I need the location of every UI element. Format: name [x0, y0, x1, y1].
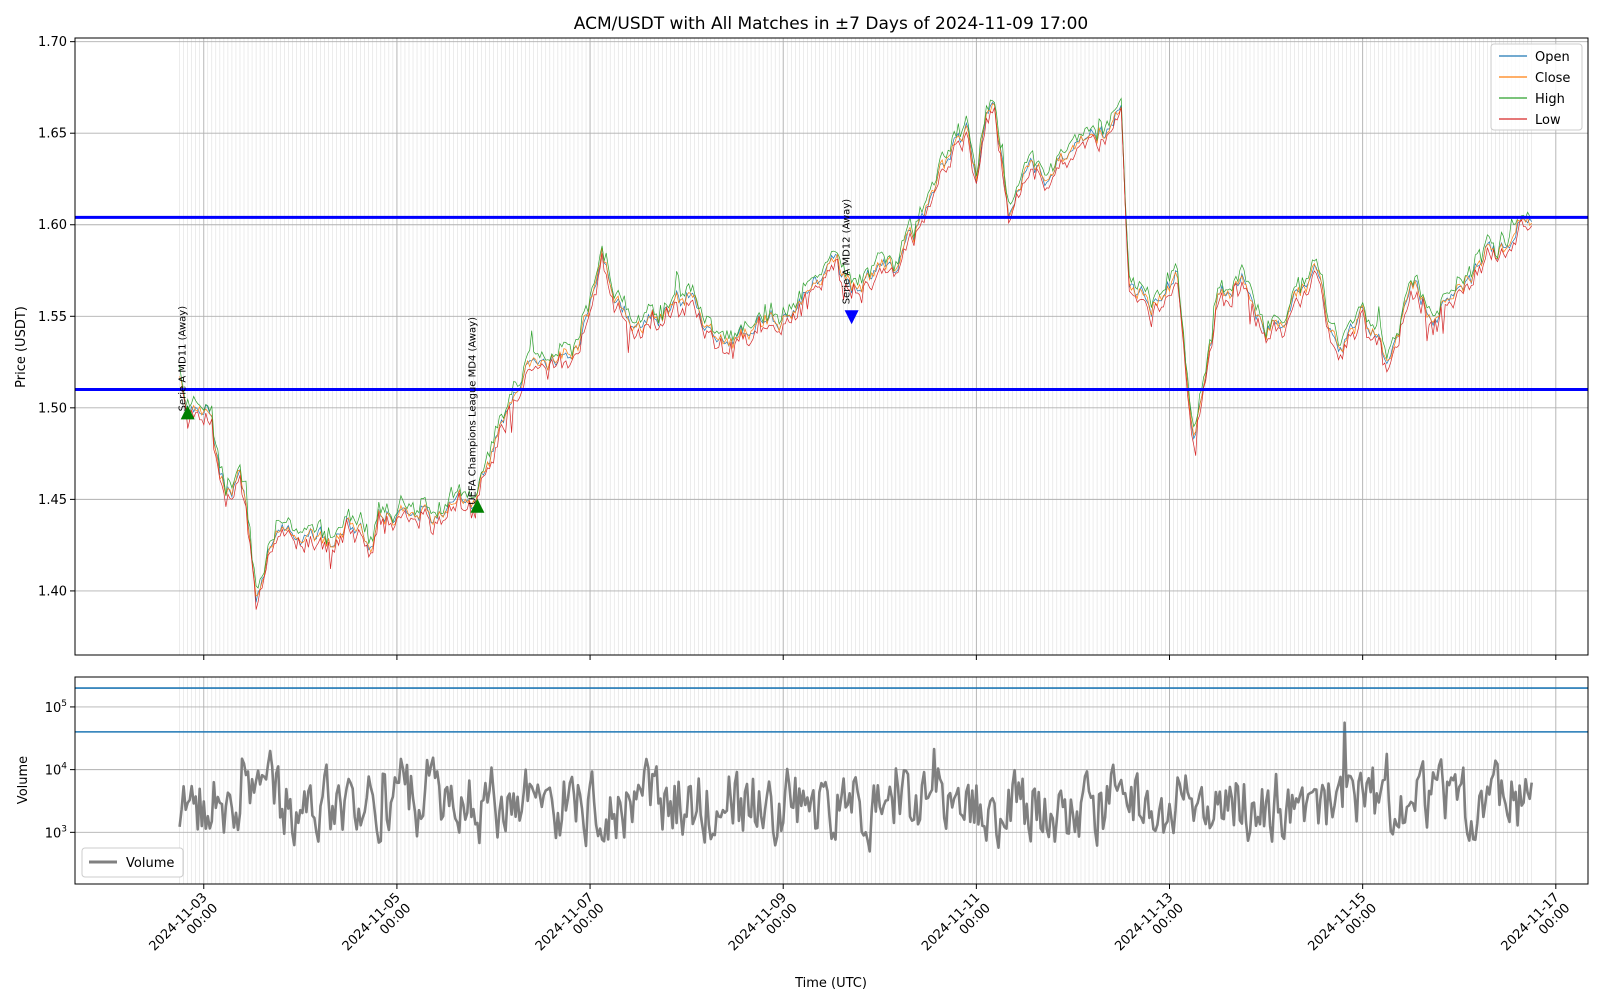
price-legend: Open Close High Low: [1490, 43, 1583, 131]
price-y-tick-label: 1.65: [38, 127, 67, 142]
price-y-tick-label: 1.40: [38, 584, 67, 599]
series-low-line: [179, 107, 1532, 610]
series-high-line: [179, 97, 1532, 589]
match-annotations: Serie A MD11 (Away) UEFA Champions League…: [178, 199, 859, 513]
price-lines: [179, 97, 1532, 610]
volume-lines: [178, 721, 1533, 853]
volume-y-tick-label: 103: [45, 824, 67, 841]
match-marker: [470, 498, 485, 513]
volume-y-tick-label: 105: [45, 699, 67, 716]
legend-label-low: Low: [1535, 113, 1561, 128]
volume-y-axis-label: Volume: [16, 756, 31, 804]
series-volume-line: [178, 721, 1533, 853]
match-marker: [844, 310, 859, 325]
volume-hlines: [75, 687, 1588, 733]
match-label: Serie A MD11 (Away): [178, 306, 189, 412]
volume-grid: [75, 677, 1588, 884]
volume-legend: Volume: [81, 847, 184, 878]
match-label: UEFA Champions League MD4 (Away): [467, 317, 478, 505]
price-hlines: [75, 215, 1588, 392]
x-axis-label: Time (UTC): [794, 976, 867, 991]
volume-y-ticks: 103 104 105: [45, 699, 75, 841]
price-y-tick-label: 1.45: [38, 493, 67, 508]
volume-legend-box: [81, 847, 184, 878]
price-y-tick-label: 1.60: [38, 218, 67, 233]
price-y-ticks: 1.40 1.45 1.50 1.55 1.60 1.65 1.70: [38, 35, 75, 599]
legend-label-open: Open: [1535, 50, 1570, 65]
price-y-axis-label: Price (USDT): [14, 306, 29, 388]
volume-axes-frame: [74, 676, 1589, 885]
match-marker: [180, 405, 195, 420]
price-legend-box: [1490, 43, 1583, 131]
legend-label-high: High: [1535, 92, 1565, 107]
legend-label-volume: Volume: [126, 856, 174, 871]
price-y-tick-label: 1.50: [38, 401, 67, 416]
chart-title: ACM/USDT with All Matches in ±7 Days of …: [574, 14, 1088, 34]
legend-label-close: Close: [1535, 71, 1570, 86]
match-label: Serie A MD12 (Away): [842, 199, 853, 305]
series-close-line: [179, 103, 1532, 597]
price-axes-frame: [74, 37, 1589, 656]
price-y-tick-label: 1.70: [38, 35, 67, 50]
price-grid: [75, 38, 1588, 660]
volume-y-tick-label: 104: [45, 762, 68, 779]
price-panel: 1.40 1.45 1.50 1.55 1.60 1.65 1.70 Serie A MD1…: [14, 35, 1589, 660]
price-y-tick-label: 1.55: [38, 310, 67, 325]
